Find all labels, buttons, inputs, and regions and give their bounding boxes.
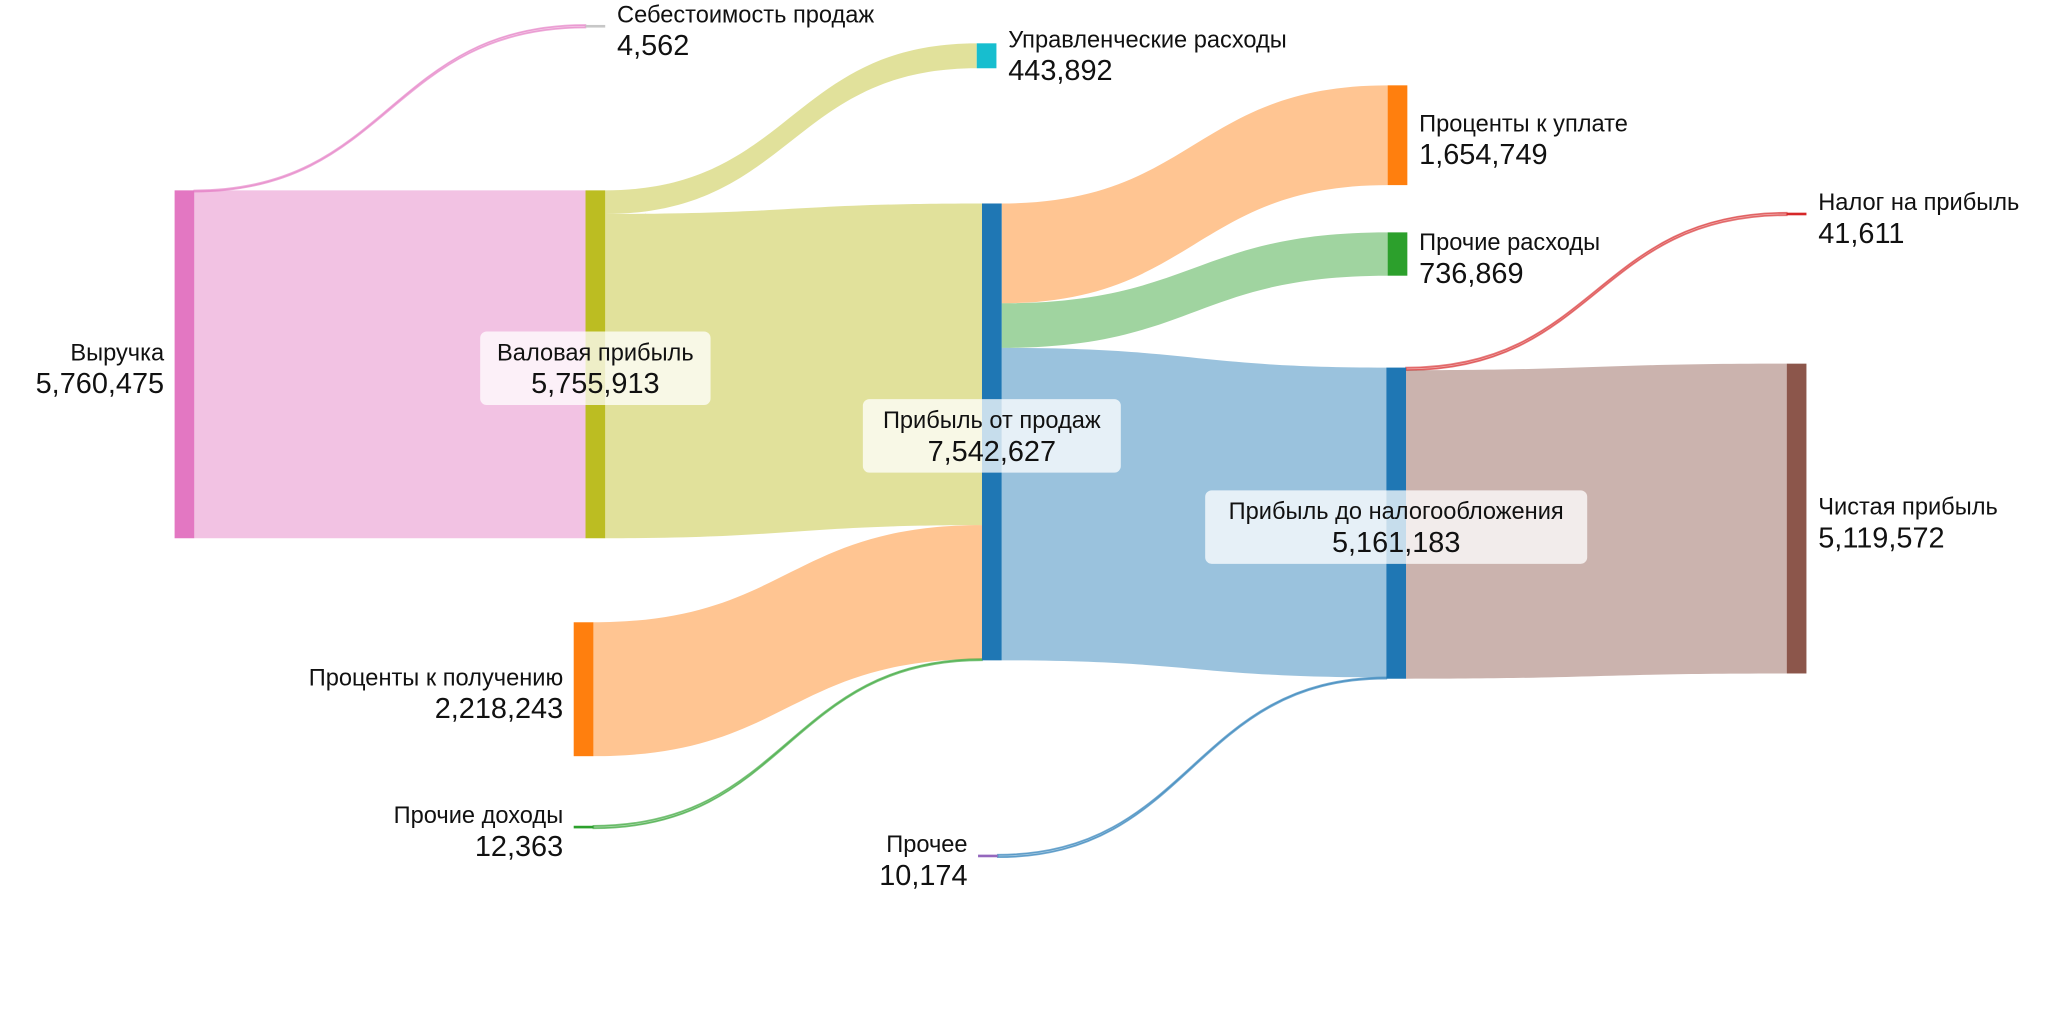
- node-name: Прочие расходы: [1419, 230, 1600, 256]
- link-other-to-pretax[interactable]: [996, 676, 1388, 859]
- node-name: Проценты к уплате: [1419, 111, 1628, 137]
- node-value: 4,562: [617, 30, 689, 62]
- node-value: 736,869: [1419, 258, 1523, 290]
- node-name: Валовая прибыль: [497, 340, 694, 366]
- node-name: Прибыль до налогообложения: [1229, 499, 1564, 525]
- node-value: 12,363: [475, 831, 563, 863]
- node-int_pay[interactable]: [1387, 85, 1408, 186]
- node-name: Себестоимость продаж: [617, 2, 874, 28]
- node-name: Управленческие расходы: [1008, 27, 1287, 53]
- node-name: Прочие доходы: [394, 803, 564, 829]
- label-background: [1205, 490, 1588, 564]
- node-value: 1,654,749: [1419, 139, 1547, 171]
- link-sales_profit-to-other_exp[interactable]: [1001, 232, 1388, 348]
- node-int_recv[interactable]: [573, 622, 594, 757]
- node-value: 41,611: [1818, 218, 1904, 250]
- node-other_exp[interactable]: [1387, 232, 1408, 276]
- link-revenue-to-cogs[interactable]: [193, 24, 587, 193]
- node-name: Чистая прибыль: [1818, 495, 1998, 521]
- node-name: Налог на прибыль: [1818, 190, 2019, 216]
- link-pretax-to-net[interactable]: [1406, 363, 1787, 679]
- node-name: Выручка: [70, 340, 165, 366]
- node-name: Проценты к получению: [309, 665, 563, 691]
- label-background: [862, 399, 1121, 473]
- node-value: 2,218,243: [435, 693, 563, 725]
- link-sales_profit-to-int_pay[interactable]: [1001, 85, 1388, 304]
- link-gross-to-admin[interactable]: [605, 43, 977, 214]
- node-other_inc[interactable]: [573, 825, 594, 829]
- label-background: [480, 331, 711, 406]
- node-tax[interactable]: [1786, 212, 1807, 216]
- node-revenue[interactable]: [174, 190, 195, 539]
- node-value: 5,755,913: [531, 368, 659, 400]
- link-revenue-to-gross[interactable]: [194, 190, 586, 539]
- node-value: 7,542,627: [928, 436, 1056, 468]
- node-name: Прибыль от продаж: [883, 408, 1101, 434]
- node-value: 5,161,183: [1332, 527, 1460, 559]
- node-admin[interactable]: [976, 43, 997, 69]
- node-value: 10,174: [879, 860, 967, 892]
- node-name: Прочее: [886, 832, 967, 858]
- node-cogs[interactable]: [585, 24, 606, 28]
- link-int_recv-to-sales_profit[interactable]: [593, 525, 982, 757]
- node-value: 5,119,572: [1818, 522, 1944, 554]
- node-other[interactable]: [978, 854, 998, 858]
- node-value: 443,892: [1008, 55, 1112, 87]
- node-value: 5,760,475: [36, 368, 164, 400]
- node-net[interactable]: [1786, 363, 1807, 674]
